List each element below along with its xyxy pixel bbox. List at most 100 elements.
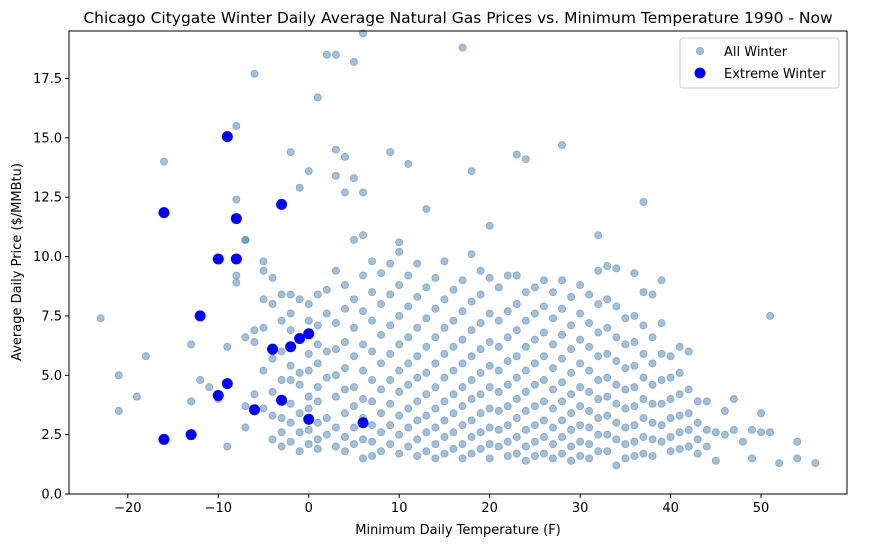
all-winter-point xyxy=(232,195,241,204)
extreme-winter-point xyxy=(230,253,242,265)
all-winter-point xyxy=(558,140,567,149)
all-winter-point xyxy=(340,281,349,290)
all-winter-point xyxy=(304,404,313,413)
legend: All Winter Extreme Winter xyxy=(679,37,840,89)
all-winter-point xyxy=(494,342,503,351)
all-winter-point xyxy=(386,376,395,385)
all-winter-point xyxy=(277,376,286,385)
all-winter-point xyxy=(476,390,485,399)
all-winter-point xyxy=(440,257,449,266)
all-winter-point xyxy=(585,366,594,375)
all-winter-point xyxy=(458,421,467,430)
all-winter-point xyxy=(558,416,567,425)
all-winter-point xyxy=(395,411,404,420)
all-winter-point xyxy=(368,288,377,297)
all-winter-point xyxy=(720,430,729,439)
extreme-winter-point xyxy=(303,328,315,340)
all-winter-point xyxy=(530,421,539,430)
all-winter-point xyxy=(413,259,422,268)
all-winter-point xyxy=(404,302,413,311)
all-winter-point xyxy=(467,352,476,361)
all-winter-point xyxy=(268,273,277,282)
all-winter-point xyxy=(449,366,458,375)
all-winter-point xyxy=(313,321,322,330)
all-winter-point xyxy=(476,290,485,299)
all-winter-point xyxy=(530,309,539,318)
all-winter-point xyxy=(187,397,196,406)
all-winter-point xyxy=(603,447,612,456)
all-winter-point xyxy=(277,290,286,299)
all-winter-point xyxy=(567,409,576,418)
all-winter-point xyxy=(467,250,476,259)
all-winter-point xyxy=(521,366,530,375)
all-winter-point xyxy=(594,352,603,361)
all-winter-point xyxy=(322,347,331,356)
all-winter-point xyxy=(359,366,368,375)
all-winter-point xyxy=(349,383,358,392)
all-winter-point xyxy=(630,311,639,320)
all-winter-point xyxy=(521,442,530,451)
extreme-winter-point xyxy=(212,389,224,401)
all-winter-point xyxy=(476,319,485,328)
all-winter-point xyxy=(377,330,386,339)
all-winter-point xyxy=(331,392,340,401)
all-winter-point xyxy=(693,449,702,458)
x-tick-label: −20 xyxy=(114,501,141,516)
all-winter-point xyxy=(666,352,675,361)
all-winter-point xyxy=(313,397,322,406)
all-winter-point xyxy=(431,359,440,368)
extreme-winter-point xyxy=(267,343,279,355)
all-winter-point xyxy=(648,290,657,299)
x-tick-label: 20 xyxy=(481,501,498,516)
all-winter-point xyxy=(548,385,557,394)
all-winter-point xyxy=(395,387,404,396)
all-winter-point xyxy=(675,411,684,420)
all-winter-point xyxy=(422,428,431,437)
all-winter-point xyxy=(331,171,340,180)
all-winter-point xyxy=(331,319,340,328)
all-winter-point xyxy=(349,352,358,361)
all-winter-point xyxy=(539,352,548,361)
all-winter-point xyxy=(594,376,603,385)
all-winter-point xyxy=(621,340,630,349)
all-winter-point xyxy=(467,395,476,404)
all-winter-point xyxy=(449,390,458,399)
all-winter-point xyxy=(368,376,377,385)
all-winter-point xyxy=(485,309,494,318)
all-winter-point xyxy=(277,428,286,437)
all-winter-point xyxy=(322,373,331,382)
all-winter-point xyxy=(304,300,313,309)
all-winter-point xyxy=(558,354,567,363)
all-winter-point xyxy=(539,397,548,406)
all-winter-point xyxy=(811,459,820,468)
all-winter-point xyxy=(594,430,603,439)
all-winter-point xyxy=(413,323,422,332)
all-winter-point xyxy=(738,437,747,446)
all-winter-point xyxy=(476,428,485,437)
all-winter-point xyxy=(250,390,259,399)
all-winter-point xyxy=(440,433,449,442)
all-winter-point xyxy=(539,328,548,337)
all-winter-point xyxy=(702,442,711,451)
all-winter-point xyxy=(503,421,512,430)
all-winter-point xyxy=(576,437,585,446)
all-winter-point xyxy=(241,235,250,244)
all-winter-point xyxy=(558,433,567,442)
all-winter-point xyxy=(368,316,377,325)
all-winter-point xyxy=(96,314,105,323)
all-winter-point xyxy=(558,330,567,339)
all-winter-point xyxy=(331,442,340,451)
all-winter-point xyxy=(720,406,729,415)
all-winter-point xyxy=(413,397,422,406)
all-winter-point xyxy=(576,359,585,368)
all-winter-point xyxy=(368,421,377,430)
all-winter-point xyxy=(476,266,485,275)
all-winter-point xyxy=(458,359,467,368)
all-winter-point xyxy=(548,454,557,463)
all-winter-point xyxy=(693,435,702,444)
all-winter-point xyxy=(512,395,521,404)
all-winter-point xyxy=(576,452,585,461)
x-tick-label: 10 xyxy=(391,501,408,516)
all-winter-point xyxy=(621,404,630,413)
